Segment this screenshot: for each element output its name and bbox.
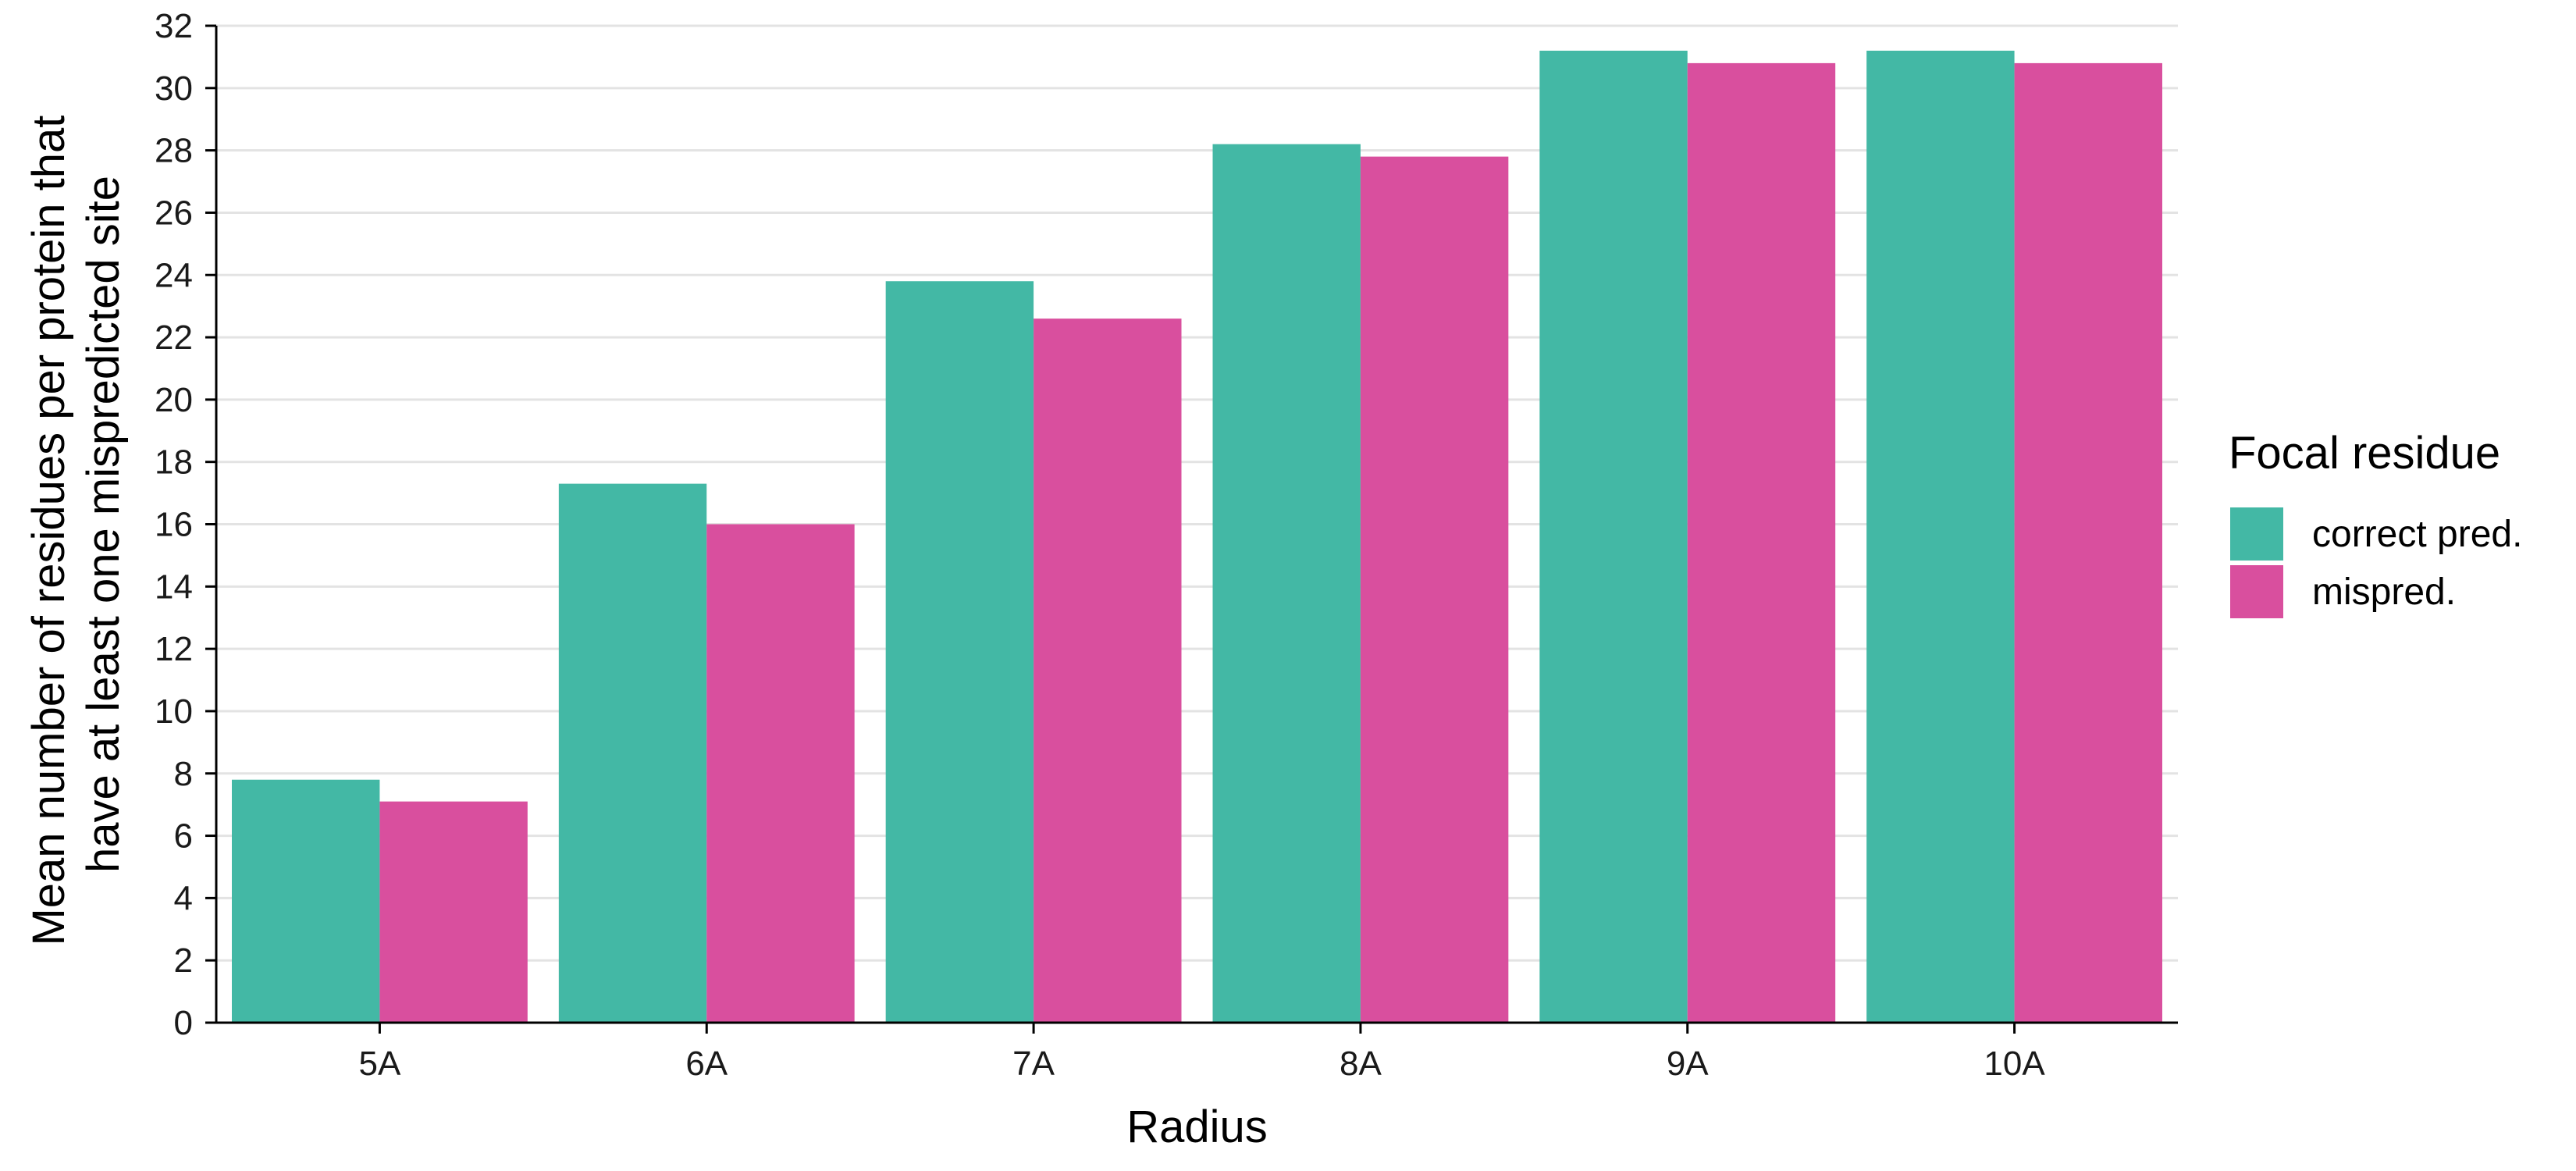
- axes: [205, 24, 2178, 1034]
- bar-mispred-10a: [2014, 62, 2162, 1023]
- y-tick-label: 8: [174, 755, 193, 793]
- y-tick-label: 18: [155, 443, 193, 482]
- y-axis-title: Mean number of residues per protein that…: [23, 102, 129, 945]
- y-tick-label: 6: [174, 817, 193, 856]
- y-tick-label: 0: [174, 1004, 193, 1042]
- bar-correct-pred-10a: [1866, 50, 2015, 1023]
- y-tick-label: 24: [155, 256, 193, 294]
- bar-mispred-5a: [379, 801, 528, 1023]
- bar-mispred-8a: [1360, 156, 1509, 1023]
- bar-mispred-9a: [1687, 62, 1836, 1023]
- y-tick-label: 4: [174, 879, 193, 917]
- legend-swatch: [2230, 507, 2283, 561]
- y-tick-label: 14: [155, 568, 193, 606]
- x-axis-title: Radius: [1126, 1102, 1268, 1152]
- x-tick-label: 9A: [1667, 1045, 1709, 1083]
- y-axis-title-line-1: Mean number of residues per protein that: [23, 116, 74, 946]
- y-tick-label: 2: [174, 941, 193, 980]
- bar-correct-pred-6a: [558, 483, 707, 1023]
- legend-swatch: [2230, 565, 2283, 618]
- x-tick-labels: 5A 6A 7A 8A 9A 10A: [359, 1045, 2046, 1083]
- legend-label: correct pred.: [2312, 514, 2522, 555]
- bar-mispred-6a: [706, 524, 855, 1023]
- legend-items: correct pred. mispred.: [2230, 507, 2522, 618]
- y-tick-label: 10: [155, 692, 193, 731]
- y-tick-label: 12: [155, 630, 193, 668]
- y-tick-label: 16: [155, 506, 193, 544]
- x-tick-label: 5A: [359, 1045, 401, 1083]
- x-tick-label: 6A: [685, 1045, 728, 1083]
- y-tick-label: 26: [155, 194, 193, 232]
- legend-title: Focal residue: [2229, 428, 2500, 479]
- legend-label: mispred.: [2312, 571, 2456, 613]
- y-axis-title-line-2: have at least one mispredicted site: [78, 176, 129, 873]
- bar-correct-pred-8a: [1212, 144, 1361, 1023]
- gridlines: [216, 24, 2178, 962]
- x-tick-label: 8A: [1340, 1045, 1382, 1083]
- legend: Focal residue correct pred. mispred.: [2229, 428, 2522, 618]
- y-tick-label: 20: [155, 381, 193, 419]
- x-tick-label: 10A: [1984, 1045, 2045, 1083]
- bar-mispred-7a: [1034, 319, 1182, 1023]
- x-tick-label: 7A: [1012, 1045, 1055, 1083]
- y-tick-label: 28: [155, 132, 193, 170]
- y-tick-label: 32: [155, 7, 193, 45]
- y-tick-label: 30: [155, 69, 193, 108]
- bar-correct-pred-7a: [885, 281, 1034, 1023]
- bars: [232, 50, 2162, 1023]
- bar-correct-pred-5a: [232, 779, 380, 1023]
- y-tick-label: 22: [155, 319, 193, 357]
- bar-correct-pred-9a: [1539, 50, 1688, 1023]
